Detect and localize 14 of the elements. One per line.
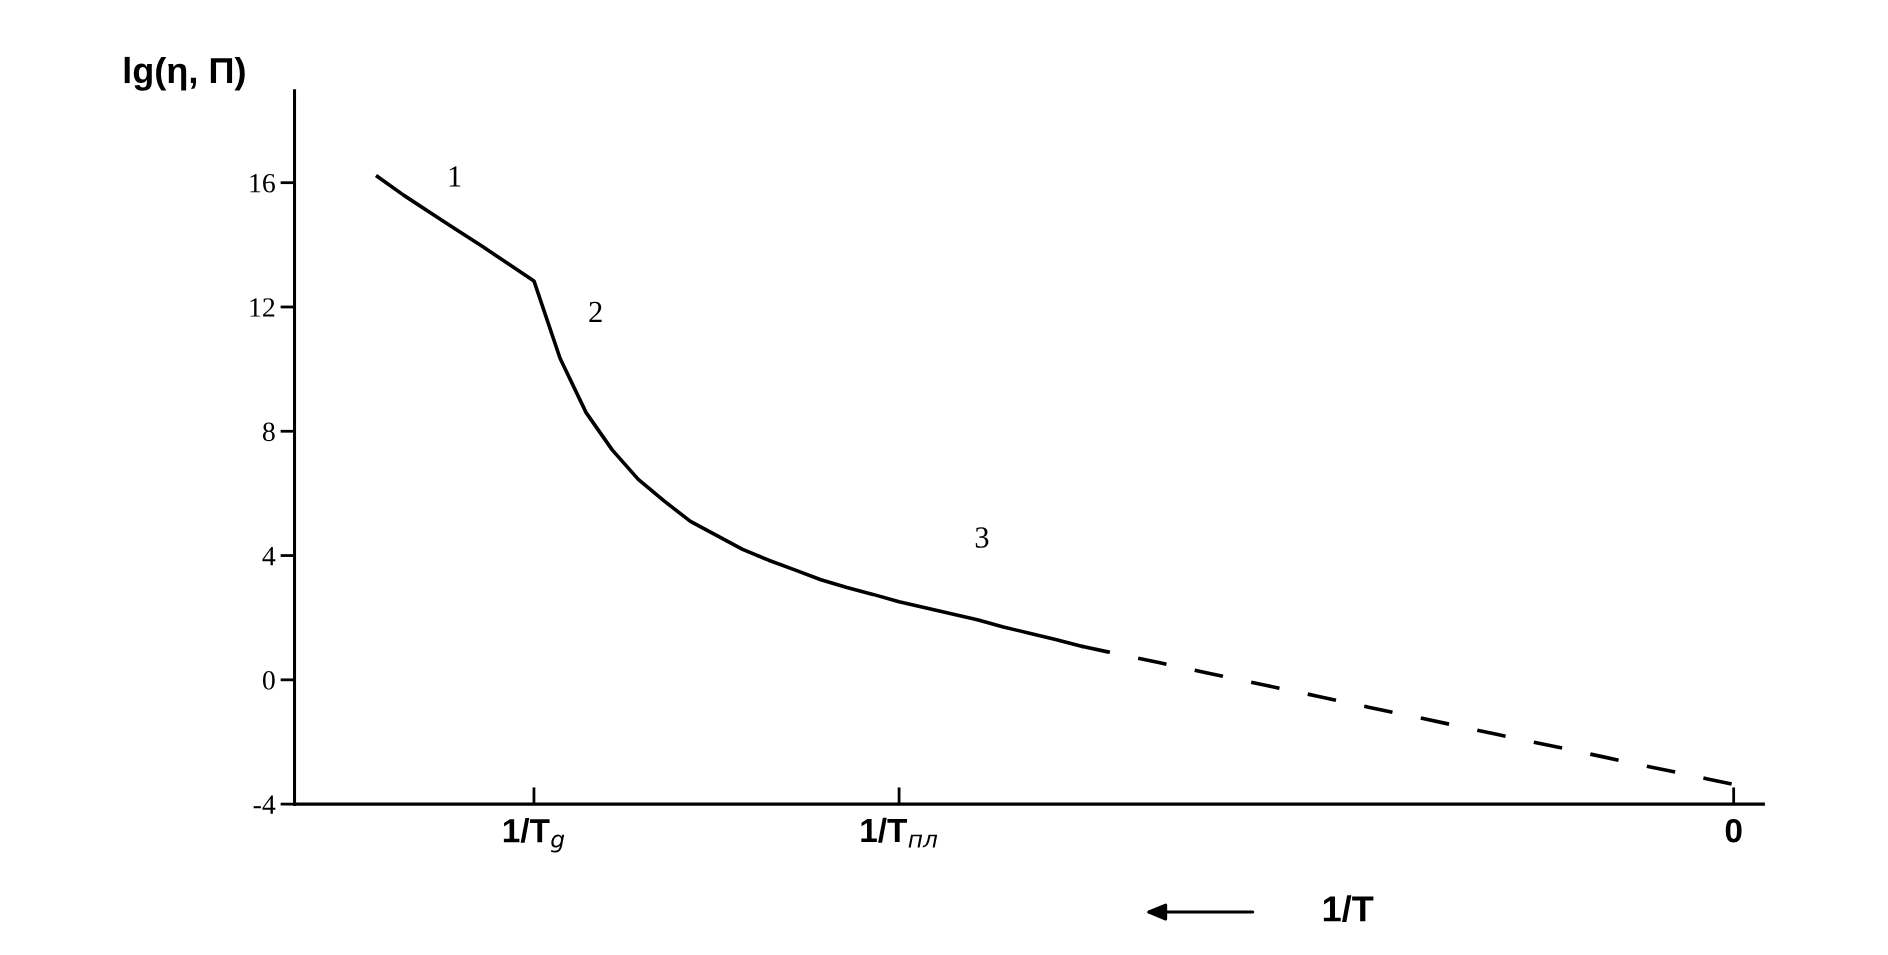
x-tick-label: 1/T$_{g}$: [503, 818, 565, 853]
annotation: 3: [975, 527, 989, 548]
x-tick-label: 0: [1725, 818, 1742, 843]
y-tick-label: -4: [253, 795, 276, 814]
y-tick-label: 16: [250, 173, 275, 193]
y-axis-title: lg(η, Π): [124, 56, 245, 91]
x-tick-label: 1/T$_{пл}$: [861, 817, 938, 848]
annotation: 1: [449, 166, 461, 187]
y-tick-label: 8: [262, 422, 275, 442]
y-tick-label: 12: [250, 298, 275, 317]
x-axis-title: 1/T: [1323, 895, 1374, 923]
y-tick-label: 4: [262, 546, 276, 566]
y-tick-label: 0: [262, 670, 275, 690]
annotation: 2: [589, 301, 602, 323]
